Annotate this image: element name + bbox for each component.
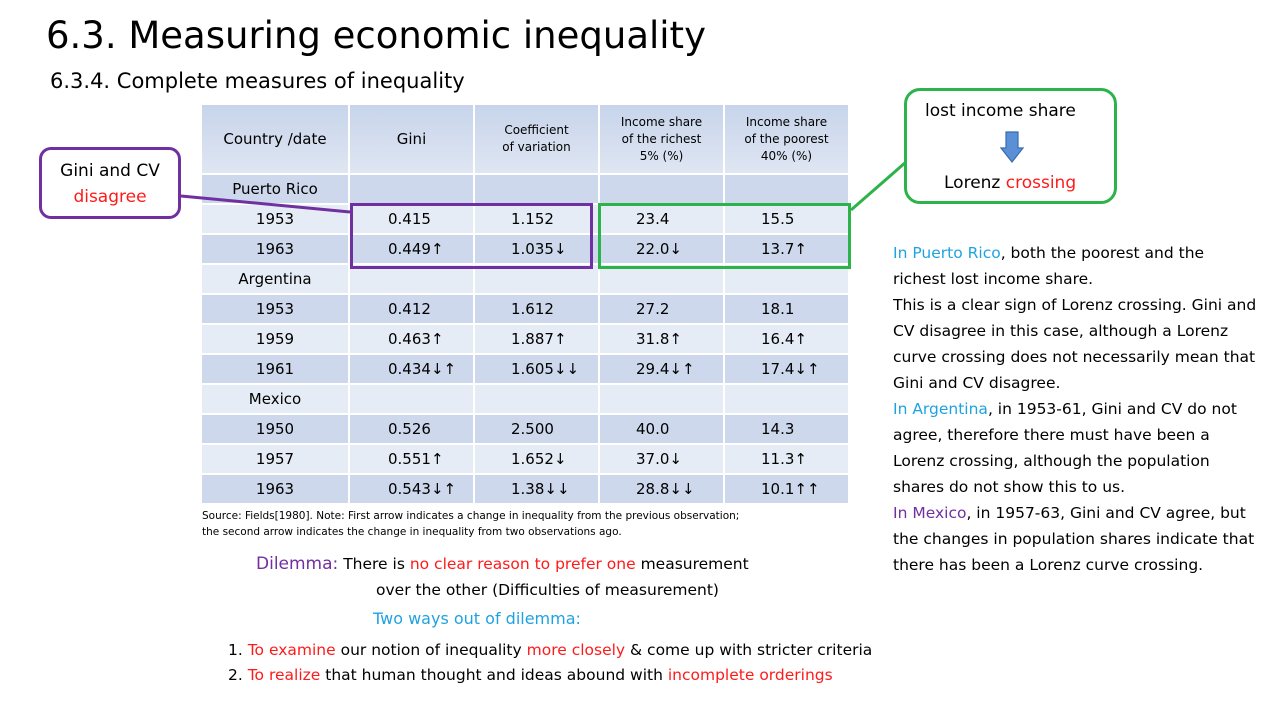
- cell-country-date: 1950: [202, 415, 350, 445]
- mexico-label: In Mexico: [893, 504, 967, 522]
- table-group-row: Mexico: [202, 385, 850, 415]
- cell-poorest-share: 10.1↑↑: [725, 475, 850, 505]
- cell-gini: 0.434↓↑: [350, 355, 475, 385]
- table-row: 1963 0.449↑ 1.035↓ 22.0↓ 13.7↑: [202, 235, 850, 265]
- cell-richest-share: [600, 265, 725, 295]
- cell-gini: 0.415: [350, 205, 475, 235]
- header-gini: Gini: [350, 105, 475, 175]
- cell-poorest-share: [725, 265, 850, 295]
- cell-richest-share: 27.2: [600, 295, 725, 325]
- cell-poorest-share: [725, 385, 850, 415]
- cell-country-date: 1959: [202, 325, 350, 355]
- dilemma-label: Dilemma:: [256, 554, 339, 574]
- header-richest-share: Income share of the richest 5% (%): [600, 105, 725, 175]
- cell-cv: 1.38↓↓: [475, 475, 600, 505]
- cell-poorest-share: 13.7↑: [725, 235, 850, 265]
- cell-richest-share: 23.4: [600, 205, 725, 235]
- cell-cv: 1.605↓↓: [475, 355, 600, 385]
- cell-richest-share: 31.8↑: [600, 325, 725, 355]
- way-item-2: 2. To realize that human thought and ide…: [228, 666, 833, 684]
- slide-title: 6.3. Measuring economic inequality: [46, 14, 706, 57]
- cell-gini: 0.543↓↑: [350, 475, 475, 505]
- cell-richest-share: [600, 385, 725, 415]
- inequality-table: Country /date Gini Coefficient of variation…: [202, 105, 850, 505]
- header-country-date: Country /date: [202, 105, 350, 175]
- cell-cv: 1.152: [475, 205, 600, 235]
- cell-country-date: 1961: [202, 355, 350, 385]
- down-arrow-icon: [1000, 131, 1024, 163]
- cell-cv: [475, 385, 600, 415]
- cell-cv: 1.652↓: [475, 445, 600, 475]
- table-group-row: Argentina: [202, 265, 850, 295]
- header-cv: Coefficient of variation: [475, 105, 600, 175]
- cell-gini: [350, 385, 475, 415]
- lorenz-callout-bottom: Lorenz crossing: [944, 173, 1077, 193]
- cell-poorest-share: 18.1: [725, 295, 850, 325]
- dilemma-text: Dilemma: There is no clear reason to pre…: [256, 554, 749, 599]
- income-share-highlight-box: [598, 203, 851, 269]
- lorenz-callout-top: lost income share: [925, 101, 1076, 121]
- cell-richest-share: 22.0↓: [600, 235, 725, 265]
- table-row: 1953 0.415 1.152 23.4 15.5: [202, 205, 850, 235]
- cell-richest-share: 37.0↓: [600, 445, 725, 475]
- table-group-row: Puerto Rico: [202, 175, 850, 205]
- cell-gini: [350, 265, 475, 295]
- cell-country-date: 1957: [202, 445, 350, 475]
- ways-title: Two ways out of dilemma:: [373, 609, 581, 628]
- table-row: 1950 0.526 2.500 40.0 14.3: [202, 415, 850, 445]
- header-poorest-share: Income share of the poorest 40% (%): [725, 105, 850, 175]
- cell-country-date: Argentina: [202, 265, 350, 295]
- slide-subtitle: 6.3.4. Complete measures of inequality: [50, 69, 465, 93]
- cell-richest-share: 29.4↓↑: [600, 355, 725, 385]
- cell-cv: 1.035↓: [475, 235, 600, 265]
- gini-callout-pointer: [180, 194, 351, 214]
- table-header-row: Country /date Gini Coefficient of variation…: [202, 105, 850, 175]
- table-row: 1963 0.543↓↑ 1.38↓↓ 28.8↓↓ 10.1↑↑: [202, 475, 850, 505]
- cell-gini: 0.526: [350, 415, 475, 445]
- table-source-note: Source: Fields[1980]. Note: First arrow …: [202, 510, 740, 538]
- table-row: 1953 0.412 1.612 27.2 18.1: [202, 295, 850, 325]
- way-item-1: 1. To examine our notion of inequality m…: [228, 641, 873, 659]
- cell-gini: 0.463↑: [350, 325, 475, 355]
- cell-cv: [475, 265, 600, 295]
- cell-cv: 1.612: [475, 295, 600, 325]
- argentina-label: In Argentina: [893, 400, 988, 418]
- cell-poorest-share: 15.5: [725, 205, 850, 235]
- cell-gini: 0.449↑: [350, 235, 475, 265]
- cell-country-date: 1953: [202, 295, 350, 325]
- cell-country-date: 1963: [202, 475, 350, 505]
- cell-gini: 0.551↑: [350, 445, 475, 475]
- table-row: 1961 0.434↓↑ 1.605↓↓ 29.4↓↑ 17.4↓↑: [202, 355, 850, 385]
- cell-poorest-share: 11.3↑: [725, 445, 850, 475]
- cell-cv: 2.500: [475, 415, 600, 445]
- table-row: 1957 0.551↑ 1.652↓ 37.0↓ 11.3↑: [202, 445, 850, 475]
- puerto-rico-label: In Puerto Rico: [893, 244, 1001, 262]
- lorenz-callout-pointer: [850, 160, 907, 212]
- lorenz-callout: lost income share Lorenz crossing: [904, 88, 1117, 204]
- cell-country-date: Mexico: [202, 385, 350, 415]
- explanation-paragraph: In Puerto Rico, both the poorest and the…: [893, 244, 1257, 574]
- cell-richest-share: 40.0: [600, 415, 725, 445]
- table-row: 1959 0.463↑ 1.887↑ 31.8↑ 16.4↑: [202, 325, 850, 355]
- ways-list: 1. To examine our notion of inequality m…: [228, 638, 872, 688]
- cell-gini: [350, 175, 475, 205]
- gini-cv-highlight-box: [350, 203, 593, 269]
- cell-richest-share: 28.8↓↓: [600, 475, 725, 505]
- cell-poorest-share: 17.4↓↑: [725, 355, 850, 385]
- cell-gini: 0.412: [350, 295, 475, 325]
- cell-poorest-share: 16.4↑: [725, 325, 850, 355]
- cell-poorest-share: 14.3: [725, 415, 850, 445]
- cell-poorest-share: [725, 175, 850, 205]
- gini-callout-line1: Gini and CV: [60, 161, 160, 181]
- cell-country-date: 1963: [202, 235, 350, 265]
- cell-cv: 1.887↑: [475, 325, 600, 355]
- gini-cv-callout: Gini and CV disagree: [39, 147, 181, 219]
- gini-callout-line2: disagree: [73, 187, 147, 207]
